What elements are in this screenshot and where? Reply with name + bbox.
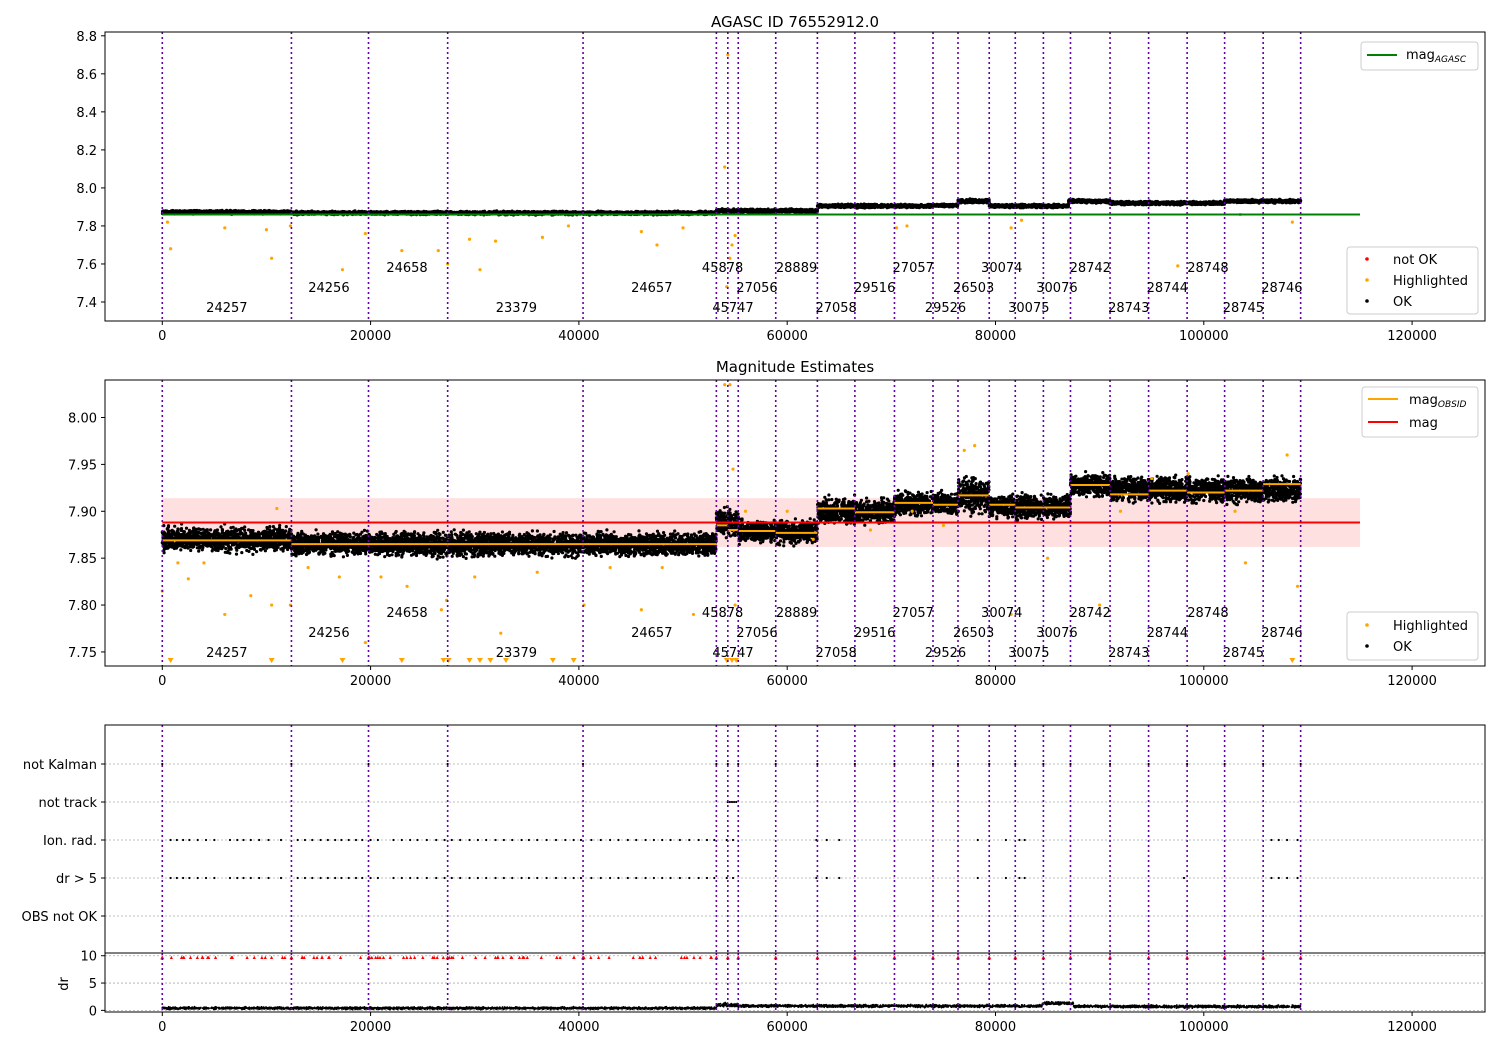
ok-point (815, 209, 818, 212)
ok-point (764, 209, 767, 212)
ok-point (756, 210, 759, 213)
ok-point (441, 211, 444, 214)
ok-point (192, 210, 195, 213)
ok-point (332, 211, 335, 214)
ok-point (688, 211, 691, 214)
ok-point (391, 210, 394, 213)
ok-point (514, 211, 517, 214)
ok-point (428, 211, 431, 214)
ok-point (281, 211, 284, 214)
ok-point (275, 211, 278, 214)
ok-point (212, 211, 215, 214)
ok-point (561, 210, 564, 213)
ok-point (199, 211, 202, 214)
ok-point (170, 210, 173, 213)
ok-point (797, 209, 800, 212)
ok-point (706, 211, 709, 214)
ok-point (746, 210, 749, 213)
panel-magnitude-estimates: Magnitude Estimates (716, 358, 874, 376)
ok-point (749, 209, 752, 212)
panel-magnitude-title: Magnitude Estimates (716, 358, 874, 376)
ok-point (771, 209, 774, 212)
ok-point (743, 210, 746, 213)
panel-agasc-title: AGASC ID 76552912.0 (711, 13, 879, 31)
ok-point (787, 209, 790, 212)
ok-point (806, 210, 809, 213)
panel-agasc: AGASC ID 76552912.0 (711, 13, 879, 31)
ok-point (733, 209, 736, 212)
dr-axis-label: dr (57, 977, 72, 991)
ok-point (495, 209, 498, 212)
ok-point (176, 210, 179, 213)
ok-point (224, 210, 227, 213)
ok-point (753, 210, 756, 213)
panel-agasc-points (161, 53, 1302, 288)
ok-point (654, 211, 657, 214)
ok-point (492, 211, 495, 214)
ok-point (728, 210, 731, 213)
ok-point (574, 210, 577, 213)
ok-point (811, 209, 814, 212)
ok-point (502, 211, 505, 214)
ok-point (181, 210, 184, 213)
ok-point (781, 208, 784, 211)
ok-point (595, 211, 598, 214)
ok-point (606, 211, 609, 214)
ok-point (519, 211, 522, 214)
ok-point (506, 210, 509, 213)
ok-point (241, 210, 244, 213)
ok-point (471, 211, 474, 214)
ok-point (586, 211, 589, 214)
ok-point (803, 209, 806, 212)
ok-point (719, 208, 722, 211)
ok-point (352, 211, 355, 214)
ok-point (548, 210, 551, 213)
ok-point (793, 209, 796, 212)
ok-point (722, 209, 725, 212)
ok-point (278, 211, 281, 214)
ok-point (462, 211, 465, 214)
ok-point (498, 211, 501, 214)
ok-point (410, 210, 413, 213)
plot-root: 2425724256246582337924657458784574727056… (22, 30, 1486, 1035)
ok-point (249, 210, 252, 213)
ok-point (767, 207, 770, 210)
